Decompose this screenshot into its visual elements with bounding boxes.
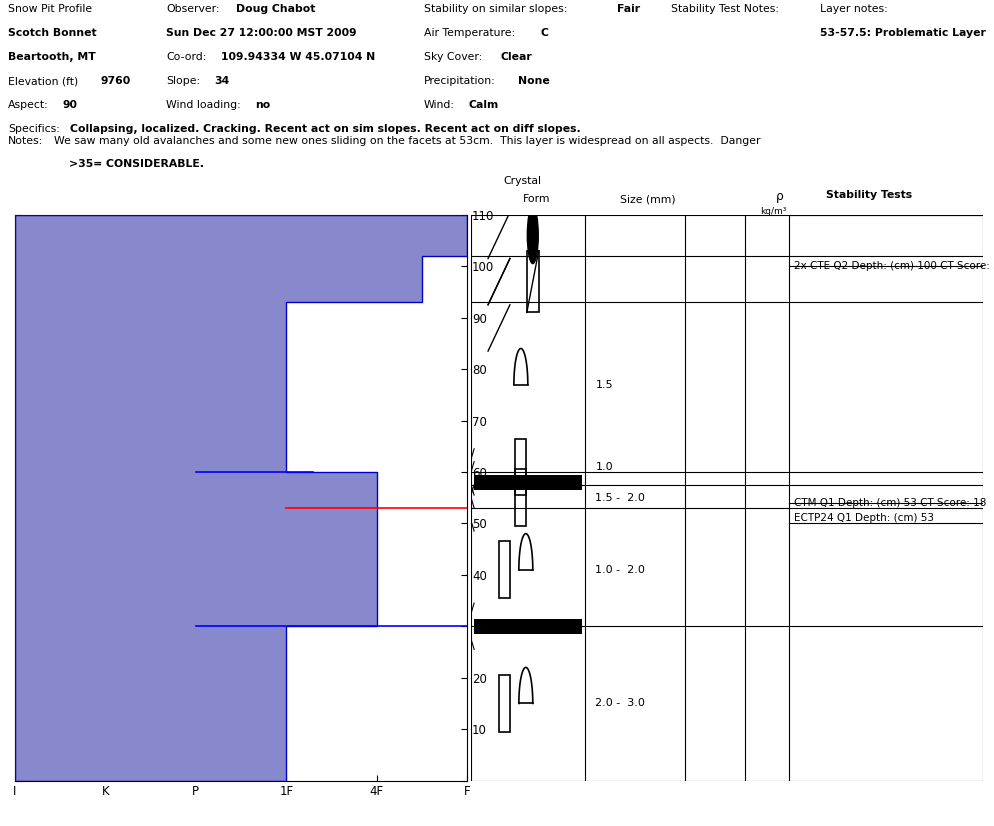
- Bar: [474, 619, 582, 634]
- Text: 1.0: 1.0: [595, 462, 613, 472]
- Text: Fair: Fair: [617, 4, 640, 14]
- Text: C: C: [541, 28, 549, 38]
- Text: 53-57.5: Problematic Layer: 53-57.5: Problematic Layer: [820, 28, 986, 38]
- Text: Layer notes:: Layer notes:: [820, 4, 888, 14]
- Text: Observer:: Observer:: [166, 4, 220, 14]
- Text: >35= CONSIDERABLE.: >35= CONSIDERABLE.: [55, 159, 205, 169]
- Text: Wind loading:: Wind loading:: [166, 100, 242, 111]
- Text: Clear: Clear: [501, 52, 533, 62]
- Bar: [15, 472, 377, 485]
- Text: Co-ord:: Co-ord:: [166, 52, 207, 62]
- Text: Size (mm): Size (mm): [620, 194, 675, 204]
- Text: Collapsing, localized. Cracking. Recent act on sim slopes. Recent act on diff sl: Collapsing, localized. Cracking. Recent …: [71, 125, 581, 135]
- Text: Sun Dec 27 12:00:00 MST 2009: Sun Dec 27 12:00:00 MST 2009: [166, 28, 357, 38]
- Bar: [515, 469, 526, 526]
- Bar: [527, 251, 539, 312]
- Circle shape: [528, 207, 539, 263]
- Text: Air Temperature:: Air Temperature:: [423, 28, 515, 38]
- Text: None: None: [518, 76, 550, 86]
- Text: 1.5: 1.5: [595, 379, 613, 390]
- Text: We saw many old avalanches and some new ones sliding on the facets at 53cm.  Thi: We saw many old avalanches and some new …: [55, 136, 761, 146]
- Text: 2.0 -  3.0: 2.0 - 3.0: [595, 699, 645, 709]
- Text: Doug Chabot: Doug Chabot: [236, 4, 315, 14]
- Text: Stability Tests: Stability Tests: [826, 190, 912, 200]
- Bar: [515, 439, 526, 495]
- Text: 2x CTE Q2 Depth: (cm) 100 CT Score: 5: 2x CTE Q2 Depth: (cm) 100 CT Score: 5: [794, 261, 994, 271]
- Text: Sky Cover:: Sky Cover:: [423, 52, 482, 62]
- Text: Stability on similar slopes:: Stability on similar slopes:: [423, 4, 568, 14]
- Text: 34: 34: [214, 76, 230, 86]
- Text: Scotch Bonnet: Scotch Bonnet: [8, 28, 96, 38]
- Bar: [15, 256, 422, 302]
- Text: no: no: [255, 100, 270, 111]
- Text: Specifics:: Specifics:: [8, 125, 60, 135]
- Text: CTM Q1 Depth: (cm) 53 CT Score: 18: CTM Q1 Depth: (cm) 53 CT Score: 18: [794, 498, 987, 508]
- Text: 90: 90: [63, 100, 78, 111]
- Bar: [474, 474, 582, 490]
- Bar: [15, 626, 286, 781]
- Text: Beartooth, MT: Beartooth, MT: [8, 52, 95, 62]
- Text: Elevation (ft): Elevation (ft): [8, 76, 79, 86]
- Bar: [15, 215, 467, 256]
- Bar: [15, 508, 377, 626]
- Text: Aspect:: Aspect:: [8, 100, 49, 111]
- Text: Slope:: Slope:: [166, 76, 201, 86]
- Bar: [15, 485, 377, 508]
- Text: Snow Pit Profile: Snow Pit Profile: [8, 4, 92, 14]
- Text: kg/m³: kg/m³: [760, 206, 786, 216]
- Bar: [499, 675, 511, 732]
- Text: Notes:: Notes:: [8, 136, 43, 146]
- Text: Calm: Calm: [468, 100, 499, 111]
- Bar: [15, 302, 286, 472]
- Text: ECTP24 Q1 Depth: (cm) 53: ECTP24 Q1 Depth: (cm) 53: [794, 513, 934, 523]
- Text: Wind:: Wind:: [423, 100, 454, 111]
- Text: 1.5 -  2.0: 1.5 - 2.0: [595, 492, 645, 503]
- Text: 109.94334 W 45.07104 N: 109.94334 W 45.07104 N: [221, 52, 375, 62]
- Text: 1.0 -  2.0: 1.0 - 2.0: [595, 565, 645, 575]
- Text: 9760: 9760: [100, 76, 130, 86]
- Text: Stability Test Notes:: Stability Test Notes:: [671, 4, 779, 14]
- Text: Crystal: Crystal: [504, 176, 542, 186]
- Bar: [499, 541, 511, 598]
- Text: Form: Form: [523, 194, 551, 204]
- Text: Precipitation:: Precipitation:: [423, 76, 495, 86]
- Text: ρ: ρ: [776, 190, 784, 203]
